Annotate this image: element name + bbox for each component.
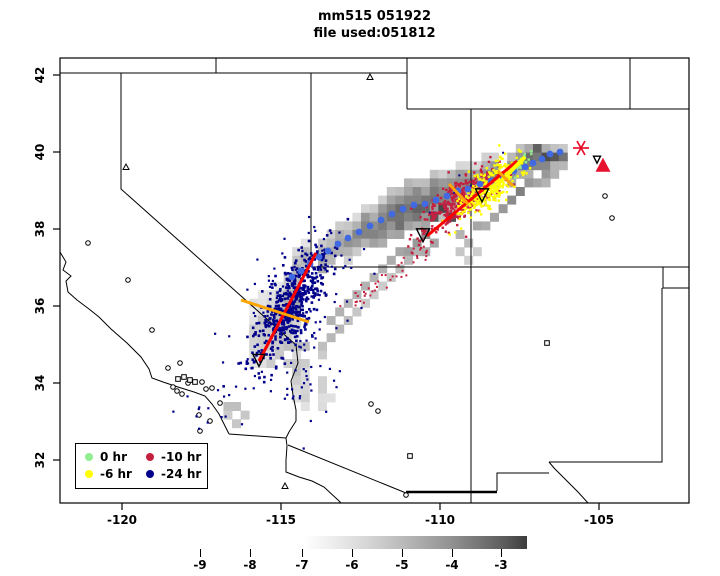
red-triangle-icon [595, 157, 611, 172]
y-tick-label: 42 [33, 67, 47, 84]
legend-item-24hr: -24 hr [146, 466, 201, 482]
open-down-triangle-icon [251, 353, 267, 368]
colorbar-tick [200, 549, 201, 557]
cluster-minus10-trail [339, 237, 434, 308]
colorbar-tick-label: -3 [494, 558, 508, 572]
colorbar-tick [501, 549, 502, 557]
cluster-minus24-halo [186, 215, 376, 450]
x-tick-label: -110 [425, 513, 455, 527]
y-tick-label: 32 [33, 452, 47, 469]
colorbar-tick-label: -4 [445, 558, 459, 572]
colorbar-tick [250, 549, 251, 557]
colorbar-tick-label: -8 [243, 558, 257, 572]
legend-label-24hr: -24 hr [161, 467, 202, 481]
y-tick-label: 40 [33, 144, 47, 161]
open-down-triangle-icon [592, 155, 602, 165]
legend-item-0hr: 0 hr [85, 449, 127, 465]
y-tick-label: 36 [33, 298, 47, 315]
legend-label-6hr: -6 hr [100, 467, 132, 481]
legend-dot-24hr [146, 470, 154, 478]
colorbar-tick [452, 549, 453, 557]
y-tick-label: 34 [33, 375, 47, 392]
station-markers [85, 72, 615, 498]
plot-title: mm515 051922 [317, 9, 432, 24]
cluster-minus24-south [283, 323, 341, 423]
legend-dot-10hr [146, 453, 154, 461]
trajectory-dots [288, 148, 564, 281]
legend-dot-6hr [85, 470, 93, 478]
x-tick-label: -115 [266, 513, 296, 527]
legend-label-0hr: 0 hr [100, 450, 127, 464]
source-asterisk-icon [576, 140, 586, 156]
colorbar [195, 536, 527, 549]
colorbar-tick-label: -7 [295, 558, 309, 572]
overlay-lines [240, 155, 527, 362]
legend-item-6hr: -6 hr [85, 466, 132, 482]
title-block: mm515 051922 file used:051812 [60, 8, 689, 42]
open-down-triangle-icon [415, 228, 431, 244]
x-tick-label: -120 [107, 513, 137, 527]
legend-dot-0hr [85, 453, 93, 461]
colorbar-tick [302, 549, 303, 557]
colorbar-tick-label: -5 [395, 558, 409, 572]
legend-item-10hr: -10 hr [146, 449, 201, 465]
special-markers [251, 140, 611, 368]
cluster-minus24-coast [172, 393, 231, 430]
plot-subtitle: file used:051812 [313, 26, 436, 41]
open-down-triangle-icon [474, 188, 490, 204]
x-tick-label: -105 [584, 513, 614, 527]
colorbar-tick-label: -6 [345, 558, 359, 572]
colorbar-tick [352, 549, 353, 557]
colorbar-tick-label: -9 [193, 558, 207, 572]
colorbar-tick [402, 549, 403, 557]
axes: -120 -115 -110 -105 42 40 38 36 34 32 [33, 57, 690, 527]
state-borders [60, 58, 689, 503]
y-tick-label: 38 [33, 221, 47, 238]
legend-label-10hr: -10 hr [161, 450, 202, 464]
legend-box: 0 hr -6 hr -10 hr -24 hr [75, 443, 208, 489]
